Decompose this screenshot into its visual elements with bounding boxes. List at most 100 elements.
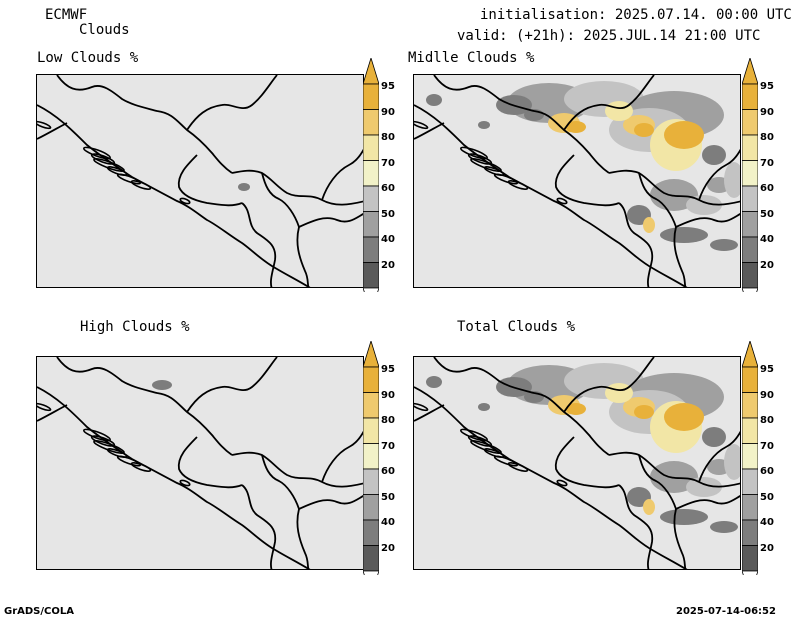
island-outline bbox=[83, 428, 111, 442]
colorbar-tick-label: 70 bbox=[381, 157, 395, 169]
island-outline bbox=[483, 166, 505, 176]
island-outline bbox=[483, 448, 505, 458]
colorbar-total: 95 90 80 70 60 50 40 20 bbox=[742, 341, 774, 575]
border-line bbox=[673, 226, 687, 287]
colorbar-box bbox=[363, 185, 379, 212]
colorbar-ticks: 95 90 80 70 60 50 40 20 bbox=[381, 341, 407, 575]
island-outline bbox=[507, 462, 529, 472]
border-line bbox=[698, 430, 740, 483]
island-outline bbox=[493, 455, 519, 467]
colorbar-tick-label: 40 bbox=[760, 517, 774, 528]
colorbar-tick-label: 50 bbox=[760, 208, 774, 220]
border-line bbox=[37, 404, 68, 422]
cloud-area bbox=[643, 217, 655, 233]
colorbar-box bbox=[742, 185, 758, 212]
border-line bbox=[414, 404, 445, 422]
cloud-area bbox=[426, 376, 442, 388]
colorbar-box bbox=[742, 262, 758, 289]
colorbar-tick-label: 70 bbox=[760, 157, 774, 169]
colorbar-tick-label: 20 bbox=[381, 542, 395, 554]
colorbar-box bbox=[363, 392, 379, 419]
island-outline bbox=[556, 197, 568, 205]
border-line bbox=[37, 386, 311, 569]
colorbar-tick-label: 50 bbox=[381, 208, 395, 220]
island-outline bbox=[83, 146, 111, 160]
footer-software: GrADS/COLA bbox=[4, 606, 74, 617]
panel-title-total: Total Clouds % bbox=[457, 319, 576, 335]
colorbar-tick-label: 80 bbox=[381, 132, 395, 143]
border-line bbox=[241, 484, 277, 569]
colorbar-box bbox=[742, 494, 758, 521]
colorbar-box bbox=[363, 417, 379, 444]
cloud-area bbox=[686, 477, 722, 497]
border-line bbox=[241, 202, 277, 287]
colorbar-tick-label: 50 bbox=[760, 491, 774, 503]
island-outline bbox=[37, 120, 52, 130]
colorbar-tick-label: 60 bbox=[760, 183, 774, 194]
colorbar-box bbox=[363, 519, 379, 546]
cloud-area bbox=[724, 162, 740, 198]
colorbar-arrow-up bbox=[742, 341, 758, 368]
border-line bbox=[261, 172, 300, 228]
colorbar-box bbox=[363, 134, 379, 161]
map-panel-high bbox=[36, 356, 364, 570]
cloud-area bbox=[152, 380, 172, 390]
border-line bbox=[608, 451, 740, 488]
map-total bbox=[414, 357, 740, 569]
cloud-area bbox=[238, 183, 250, 191]
island-outline bbox=[493, 173, 519, 185]
island-outline bbox=[116, 455, 142, 467]
border-line bbox=[186, 75, 278, 131]
colorbar-tick-label: 90 bbox=[381, 106, 395, 118]
cloud-area bbox=[605, 383, 633, 403]
colorbar-tick-label: 95 bbox=[381, 364, 395, 375]
colorbar-ticks: 95 90 80 70 60 50 40 20 bbox=[381, 58, 407, 292]
colorbar-box bbox=[742, 468, 758, 495]
cloud-area bbox=[664, 403, 704, 431]
colorbar-tick-label: 60 bbox=[381, 466, 395, 477]
border-line bbox=[37, 104, 311, 287]
footer-timestamp: 2025-07-14-06:52 bbox=[676, 606, 776, 617]
border-line bbox=[638, 172, 677, 228]
island-outline bbox=[130, 462, 152, 472]
island-outline bbox=[414, 402, 429, 412]
island-outline bbox=[106, 448, 128, 458]
border-line bbox=[675, 495, 740, 510]
border-line bbox=[608, 169, 740, 206]
island-outline bbox=[106, 166, 128, 176]
colorbar-box bbox=[363, 83, 379, 110]
border-line bbox=[563, 357, 655, 413]
map-panel-middle bbox=[413, 74, 741, 288]
border-line bbox=[231, 169, 363, 206]
cloud-area bbox=[710, 521, 738, 533]
border-line bbox=[618, 202, 654, 287]
colorbar-tick-label: 95 bbox=[760, 81, 774, 92]
colorbar-box bbox=[363, 545, 379, 572]
island-outline bbox=[179, 479, 191, 487]
colorbar-box bbox=[742, 545, 758, 572]
colorbar-arrow-up bbox=[742, 58, 758, 85]
colorbar-box bbox=[742, 134, 758, 161]
colorbar-box bbox=[742, 443, 758, 470]
colorbar-tick-label: 50 bbox=[381, 491, 395, 503]
colorbar-box bbox=[742, 160, 758, 187]
border-line bbox=[673, 508, 687, 569]
colorbar-box bbox=[363, 262, 379, 289]
product-label: Clouds bbox=[79, 22, 130, 38]
colorbar-middle: 95 90 80 70 60 50 40 20 bbox=[742, 58, 774, 292]
colorbar-tick-label: 40 bbox=[760, 234, 774, 245]
cloud-area bbox=[566, 121, 586, 133]
colorbar-tick-label: 90 bbox=[381, 389, 395, 401]
border-line bbox=[414, 386, 688, 569]
border-line bbox=[414, 122, 445, 140]
border-line bbox=[56, 75, 233, 174]
island-outline bbox=[179, 197, 191, 205]
cloud-area bbox=[634, 405, 654, 419]
model-label: ECMWF bbox=[45, 7, 88, 23]
island-outline bbox=[116, 173, 142, 185]
colorbar-tick-label: 70 bbox=[381, 440, 395, 452]
island-outline bbox=[414, 120, 429, 130]
panel-title-high: High Clouds % bbox=[80, 319, 190, 335]
colorbar-arrow-down bbox=[363, 570, 379, 575]
cloud-area bbox=[634, 123, 654, 137]
